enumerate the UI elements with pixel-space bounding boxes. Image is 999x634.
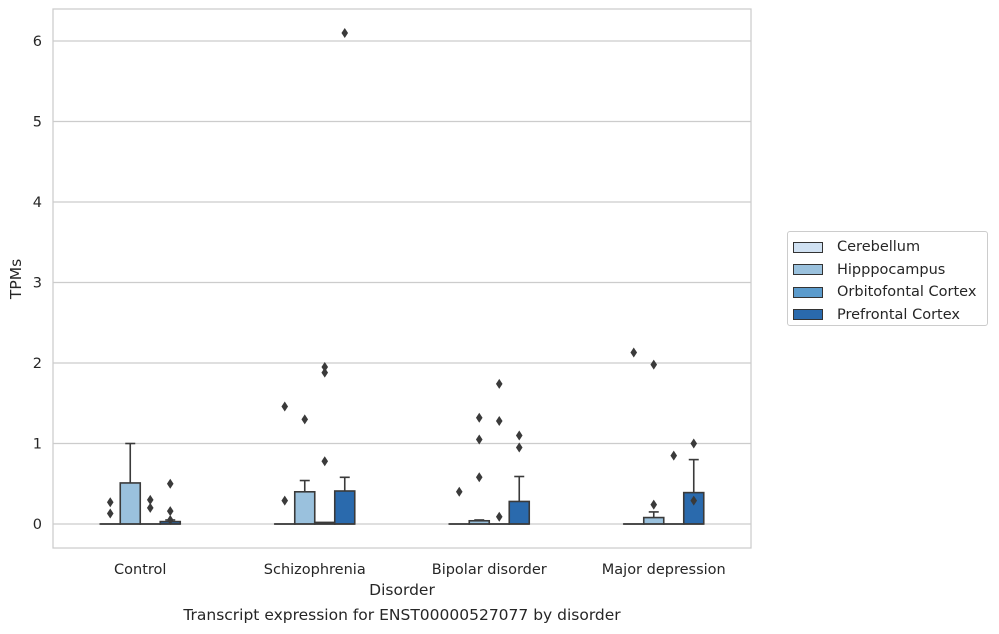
box-3-2 [508, 430, 531, 525]
box-1-2 [468, 412, 491, 525]
outlier-point [650, 499, 658, 510]
box-body [642, 516, 665, 525]
outlier-point [321, 456, 329, 467]
legend-item-prefrontal-cortex: Prefrontal Cortex [793, 304, 987, 327]
box-1-0 [119, 442, 142, 525]
outlier-point [281, 401, 289, 412]
box-3-1 [333, 27, 356, 525]
y-tick-label: 0 [33, 517, 42, 533]
x-tick-label: Control [114, 562, 166, 578]
figure-caption: Transcript expression for ENST0000052707… [183, 606, 621, 624]
box-1-3 [642, 359, 665, 525]
x-tick-labels: Control Schizophrenia Bipolar disorder Majo… [114, 562, 726, 578]
outlier-point [495, 378, 503, 389]
boxes [99, 27, 705, 525]
outlier-point [670, 450, 678, 461]
outlier-point [455, 486, 463, 497]
outlier-point [281, 495, 289, 506]
legend-item-orbitofrontal-cortex: Orbitofontal Cortex [793, 281, 987, 304]
box-3-0 [159, 478, 182, 525]
y-tick-label: 4 [33, 195, 42, 211]
outlier-point [495, 415, 503, 426]
box-body [333, 490, 356, 525]
y-tick-label: 1 [33, 437, 42, 453]
gridlines [53, 40, 751, 525]
outlier-point [630, 347, 638, 358]
box-2-2 [488, 378, 511, 525]
legend: Cerebellum Hipppocampus Orbitofontal Cor… [787, 231, 988, 326]
y-tick-label: 5 [33, 115, 42, 131]
outlier-point [166, 514, 174, 525]
legend-swatch [793, 264, 823, 276]
outlier-point [146, 502, 154, 513]
box-0-2 [448, 486, 471, 525]
legend-swatch [793, 309, 823, 321]
box-3-3 [682, 438, 705, 525]
x-tick-label: Bipolar disorder [432, 562, 547, 578]
legend-label: Orbitofontal Cortex [837, 284, 977, 301]
outlier-point [166, 478, 174, 489]
x-axis-label: Disorder [369, 581, 435, 599]
outlier-point [690, 495, 698, 506]
outlier-point [106, 508, 114, 519]
y-tick-label: 6 [33, 34, 42, 50]
box-2-0 [139, 494, 162, 525]
box-body [119, 482, 142, 525]
y-tick-label: 2 [33, 356, 42, 372]
outlier-point [146, 494, 154, 505]
outlier-point [166, 506, 174, 517]
box-1-1 [293, 414, 316, 525]
outlier-point [106, 497, 114, 508]
y-tick-labels: 0 1 2 3 4 5 6 [33, 34, 42, 533]
box-2-3 [662, 450, 685, 525]
outlier-point [321, 362, 329, 373]
outlier-point [301, 414, 309, 425]
outlier-point [495, 511, 503, 522]
outlier-point [475, 434, 483, 445]
plot-area-frame [52, 8, 752, 549]
box-0-1 [273, 401, 296, 525]
box-0-0 [99, 497, 122, 525]
legend-item-hippocampus: Hipppocampus [793, 259, 987, 282]
legend-label: Hipppocampus [837, 261, 946, 278]
legend-swatch [793, 241, 823, 253]
legend-item-cerebellum: Cerebellum [793, 236, 987, 259]
outlier-point [475, 472, 483, 483]
outlier-point [475, 412, 483, 423]
y-tick-label: 3 [33, 276, 42, 292]
x-tick-label: Schizophrenia [264, 562, 366, 578]
outlier-point [515, 442, 523, 453]
legend-swatch [793, 286, 823, 298]
x-tick-label: Major depression [602, 562, 726, 578]
outlier-point [341, 27, 349, 38]
outlier-point [321, 367, 329, 378]
y-axis-label: TPMs [7, 259, 25, 300]
outlier-point [650, 359, 658, 370]
box-0-3 [622, 347, 645, 525]
legend-label: Cerebellum [837, 239, 921, 256]
outlier-point [690, 438, 698, 449]
box-body [508, 500, 531, 525]
box-2-1 [313, 362, 336, 525]
outlier-point [515, 430, 523, 441]
box-body [293, 490, 316, 525]
legend-label: Prefrontal Cortex [837, 306, 960, 323]
